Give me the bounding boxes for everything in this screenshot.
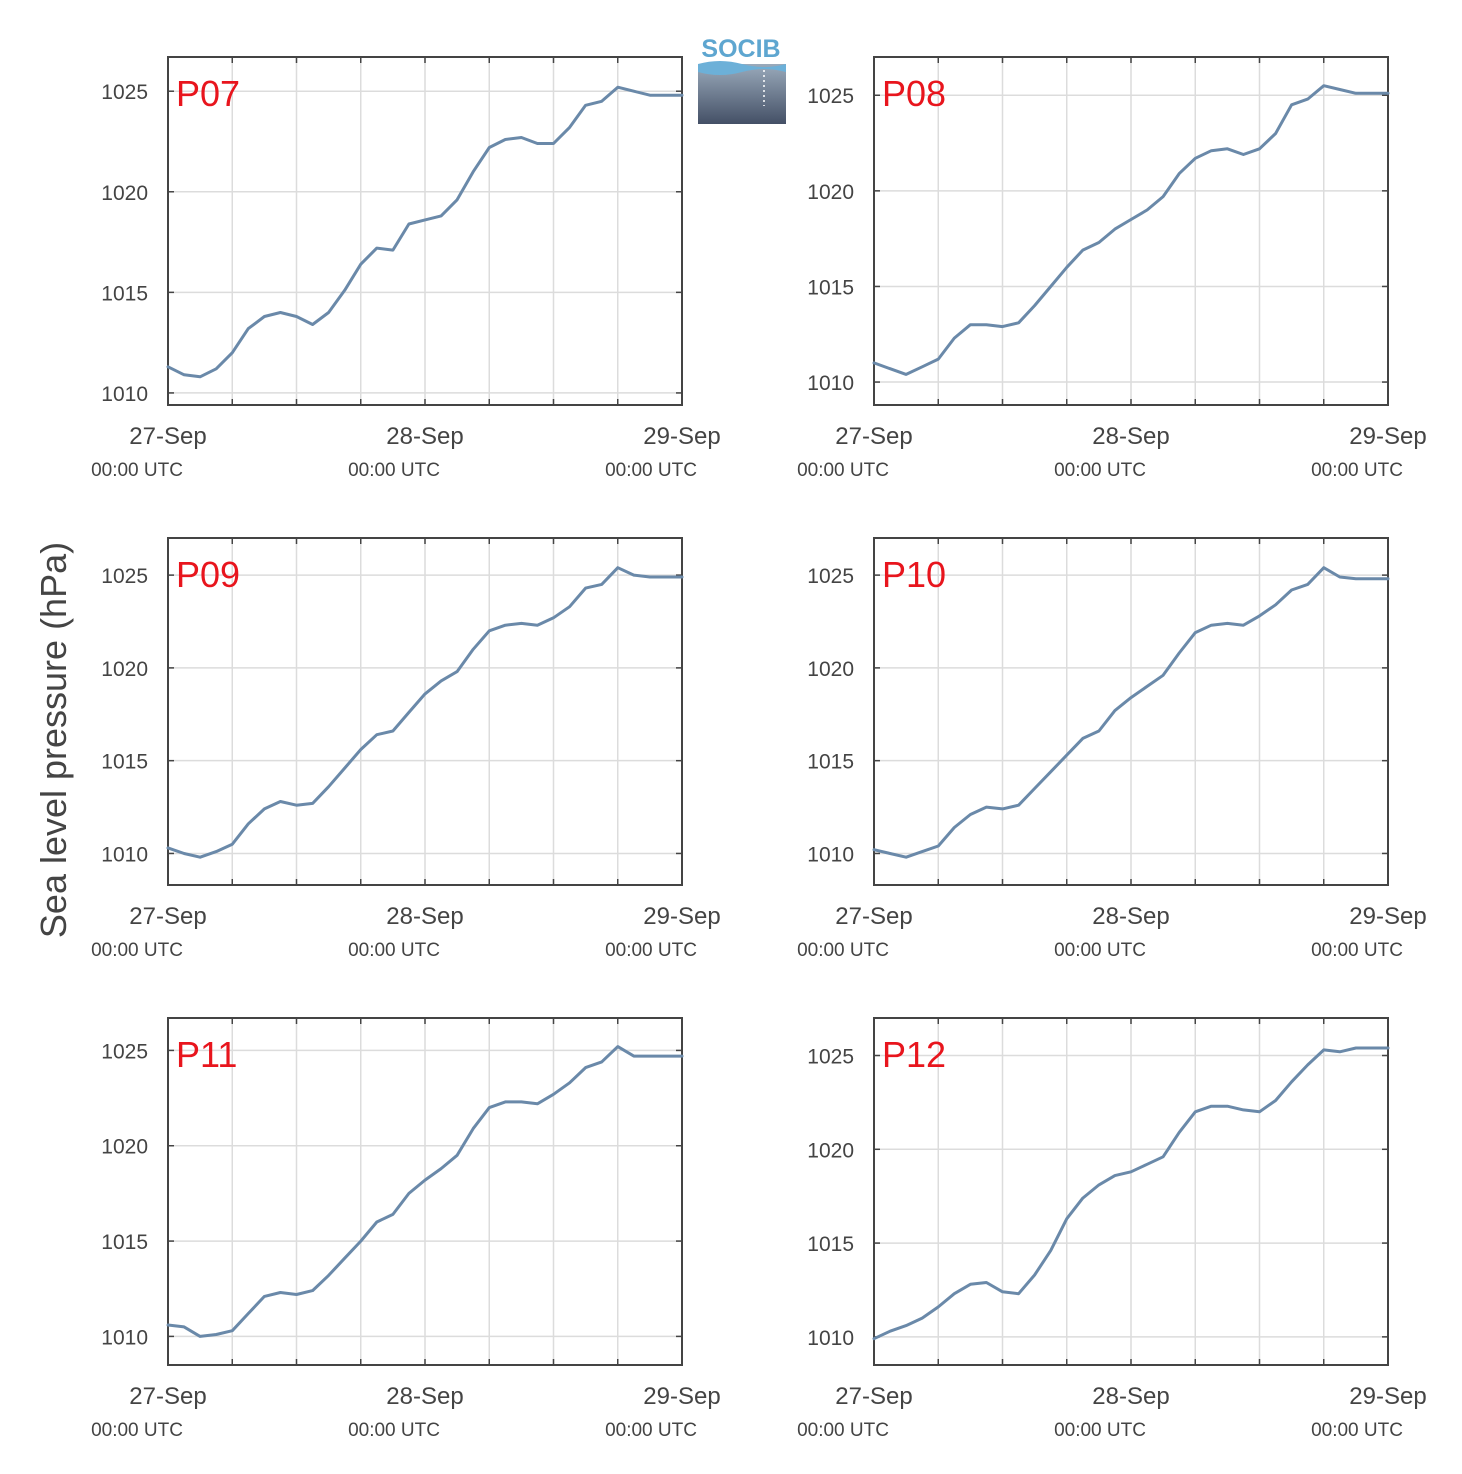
y-tick-label: 1010 [101, 843, 148, 866]
y-tick-label: 1025 [101, 565, 148, 588]
panel-p12: 1010 1015 1020 1025 P12 27-Sep 00:00 UTC 28-Sep… [797, 1017, 1427, 1441]
x-tick-label-time: 00:00 UTC [1054, 1420, 1146, 1441]
pressure-line [872, 84, 1390, 376]
panel-p07: 1010 1015 1020 1025 P07 27-Sep 00:00 UTC 28-Sep… [91, 56, 721, 481]
plot-frame [167, 1017, 683, 1366]
x-tick-label-time: 00:00 UTC [1054, 460, 1146, 481]
x-tick-label-date: 28-Sep [386, 423, 463, 450]
y-tick-label: 1015 [807, 1233, 854, 1256]
socib-logo: SOCIB [698, 35, 786, 124]
plot-frame [873, 537, 1389, 886]
x-tick-label-time: 00:00 UTC [1054, 940, 1146, 961]
y-tick-label: 1015 [101, 751, 148, 774]
x-tick-label-date: 28-Sep [1092, 423, 1169, 450]
pressure-line [166, 566, 684, 859]
x-tick-label-date: 29-Sep [1349, 423, 1426, 450]
y-axis-label: Sea level pressure (hPa) [33, 542, 74, 938]
y-tick-label: 1010 [807, 372, 854, 395]
y-tick-label: 1025 [807, 1046, 854, 1069]
y-tick-label: 1010 [101, 383, 148, 406]
x-tick-label-time: 00:00 UTC [605, 460, 697, 481]
y-tick-label: 1025 [807, 565, 854, 588]
x-tick-label-date: 28-Sep [386, 1383, 463, 1410]
x-tick-label-date: 27-Sep [129, 1383, 206, 1410]
plot-frame [167, 56, 683, 406]
panel-label: P12 [882, 1034, 946, 1075]
x-tick-label-date: 29-Sep [1349, 903, 1426, 930]
y-tick-label: 1010 [807, 843, 854, 866]
panel-p08: 1010 1015 1020 1025 P08 27-Sep 00:00 UTC 28-Sep… [797, 56, 1427, 481]
x-tick-label-time: 00:00 UTC [797, 460, 889, 481]
x-tick-label-time: 00:00 UTC [348, 940, 440, 961]
x-tick-label-time: 00:00 UTC [91, 460, 183, 481]
y-tick-label: 1010 [807, 1327, 854, 1350]
logo-text: SOCIB [701, 35, 780, 63]
y-tick-label: 1015 [807, 276, 854, 299]
panel-label: P09 [176, 554, 240, 595]
panel-p10: 1010 1015 1020 1025 P10 27-Sep 00:00 UTC 28-Sep… [797, 537, 1427, 961]
panel-label: P10 [882, 554, 946, 595]
x-tick-label-time: 00:00 UTC [797, 940, 889, 961]
y-tick-label: 1020 [807, 1139, 854, 1162]
y-tick-label: 1015 [101, 282, 148, 305]
x-tick-label-date: 28-Sep [386, 903, 463, 930]
plot-frame [873, 56, 1389, 406]
y-tick-label: 1015 [101, 1231, 148, 1254]
x-tick-label-date: 29-Sep [643, 423, 720, 450]
x-tick-label-time: 00:00 UTC [91, 940, 183, 961]
y-tick-label: 1015 [807, 751, 854, 774]
x-tick-label-time: 00:00 UTC [605, 940, 697, 961]
y-tick-label: 1020 [101, 182, 148, 205]
y-tick-label: 1020 [807, 658, 854, 681]
panel-label: P08 [882, 73, 946, 114]
logo-wave [698, 61, 786, 75]
x-tick-label-date: 27-Sep [129, 423, 206, 450]
x-tick-label-date: 28-Sep [1092, 1383, 1169, 1410]
y-tick-label: 1020 [101, 1136, 148, 1159]
pressure-line [166, 1045, 684, 1338]
x-tick-label-date: 29-Sep [643, 1383, 720, 1410]
x-tick-label-time: 00:00 UTC [348, 1420, 440, 1441]
x-tick-label-time: 00:00 UTC [797, 1420, 889, 1441]
x-tick-label-time: 00:00 UTC [605, 1420, 697, 1441]
x-tick-label-date: 29-Sep [643, 903, 720, 930]
x-tick-label-date: 29-Sep [1349, 1383, 1426, 1410]
x-tick-label-date: 27-Sep [835, 903, 912, 930]
pressure-line [872, 1046, 1390, 1341]
panel-label: P07 [176, 73, 240, 114]
x-tick-label-time: 00:00 UTC [1311, 940, 1403, 961]
x-tick-label-date: 27-Sep [129, 903, 206, 930]
x-tick-label-time: 00:00 UTC [91, 1420, 183, 1441]
x-tick-label-time: 00:00 UTC [348, 460, 440, 481]
y-tick-label: 1025 [807, 85, 854, 108]
x-tick-label-time: 00:00 UTC [1311, 1420, 1403, 1441]
x-tick-label-time: 00:00 UTC [1311, 460, 1403, 481]
y-tick-label: 1020 [807, 181, 854, 204]
y-tick-label: 1025 [101, 1040, 148, 1063]
x-tick-label-date: 28-Sep [1092, 903, 1169, 930]
x-tick-label-date: 27-Sep [835, 1383, 912, 1410]
plot-frame [167, 537, 683, 886]
panel-p09: 1010 1015 1020 1025 P09 27-Sep 00:00 UTC 28-Sep… [91, 537, 721, 961]
panel-p11: 1010 1015 1020 1025 P11 27-Sep 00:00 UTC 28-Sep… [91, 1017, 721, 1441]
y-tick-label: 1025 [101, 81, 148, 104]
pressure-line [872, 566, 1390, 859]
y-tick-label: 1010 [101, 1326, 148, 1349]
panels: 1010 1015 1020 1025 P07 27-Sep 00:00 UTC 28-Sep… [91, 56, 1427, 1441]
panel-label: P11 [176, 1034, 237, 1075]
y-tick-label: 1020 [101, 658, 148, 681]
plot-frame [873, 1017, 1389, 1366]
pressure-line [166, 85, 684, 379]
x-tick-label-date: 27-Sep [835, 423, 912, 450]
